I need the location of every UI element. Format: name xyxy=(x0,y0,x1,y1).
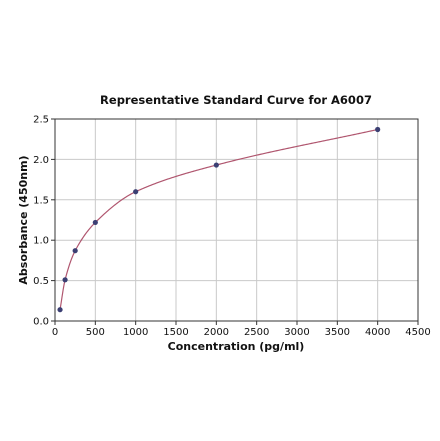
x-tick-label: 4500 xyxy=(405,327,430,338)
data-point xyxy=(72,248,78,254)
y-axis: 0.0 0.5 1.0 1.5 2.0 2.5 xyxy=(33,115,55,328)
x-tick-label: 4000 xyxy=(365,327,390,338)
data-point xyxy=(375,126,381,133)
x-tick-label: 500 xyxy=(86,327,105,338)
x-tick-label: 1000 xyxy=(123,327,148,338)
data-point xyxy=(133,189,139,195)
y-tick-label: 0.0 xyxy=(33,317,49,328)
data-point xyxy=(213,162,219,168)
x-tick-label: 0 xyxy=(52,327,58,338)
y-tick-label: 1.0 xyxy=(33,236,49,247)
x-axis: 0 500 1000 1500 2000 2500 3000 3500 4000 4500 xyxy=(52,321,431,338)
plot-frame xyxy=(54,118,419,322)
x-tick-label: 3500 xyxy=(325,327,350,338)
data-point xyxy=(57,307,63,313)
x-tick-label: 1500 xyxy=(163,327,188,338)
data-point xyxy=(92,219,98,226)
y-axis-label: Absorbance (450nm) xyxy=(17,155,30,284)
x-tick-label: 2500 xyxy=(244,327,269,338)
fit-curve xyxy=(59,128,378,310)
y-tick-label: 2.0 xyxy=(33,155,49,166)
x-tick-label: 3000 xyxy=(284,327,309,338)
chart-title: Representative Standard Curve for A6007 xyxy=(100,93,372,107)
y-tick-label: 0.5 xyxy=(33,276,49,287)
y-tick-label: 2.5 xyxy=(33,115,49,126)
y-tick-label: 1.5 xyxy=(33,195,49,206)
data-points xyxy=(57,126,381,313)
data-point xyxy=(62,277,68,283)
x-tick-label: 2000 xyxy=(204,327,229,338)
grid-lines xyxy=(54,118,419,322)
x-axis-label: Concentration (pg/ml) xyxy=(168,340,305,353)
